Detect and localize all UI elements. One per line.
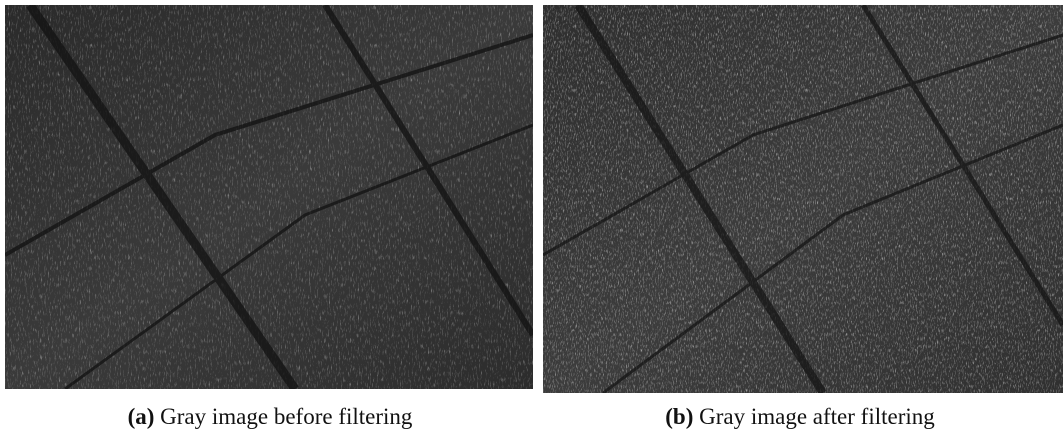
caption: (b) Gray image after filtering (665, 404, 935, 430)
caption-text: Gray image after filtering (699, 404, 935, 429)
image-before-filtering (5, 5, 533, 389)
image-after-filtering (543, 5, 1063, 393)
caption-label: (a) (127, 404, 155, 429)
caption-label: (b) (665, 404, 694, 429)
caption-text: Gray image before filtering (160, 404, 413, 429)
caption: (a) Gray image before filtering (128, 404, 413, 430)
